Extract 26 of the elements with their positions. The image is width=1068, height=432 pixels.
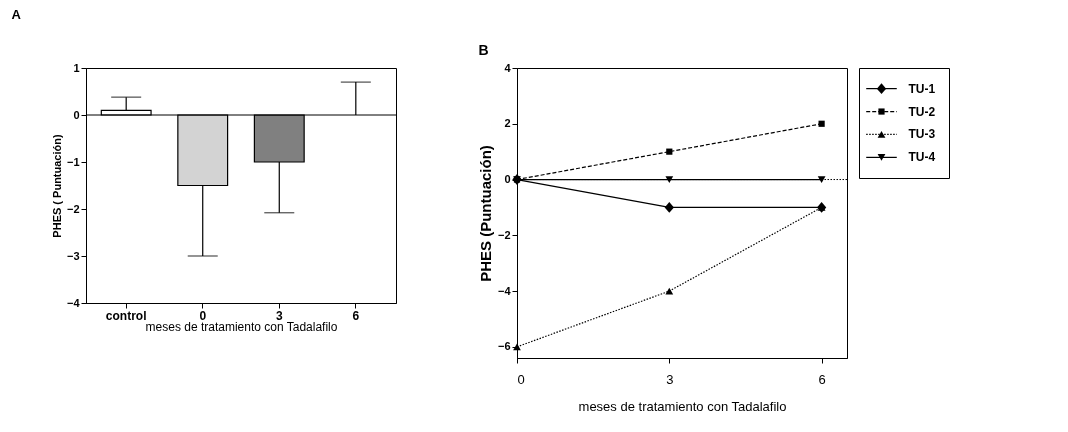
y-tick-label: −1 [66,155,80,168]
y-tick-label: 0 [73,108,80,121]
chart-title: A [11,7,22,22]
y-tick-label: 0 [504,173,511,186]
y-axis-title: PHES ( Puntuación) [50,134,63,238]
legend-label: TU-3 [908,127,936,142]
y-tick-label: −2 [66,202,80,215]
legend-label: TU-2 [908,104,936,119]
y-tick-label: 2 [504,117,511,130]
legend-label: TU-1 [908,81,936,96]
y-tick-label: 1 [73,61,80,74]
y-tick-label: −3 [66,249,80,262]
x-axis-title: meses de tratamiento con Tadalafilo [578,398,787,414]
x-tick-label: control [105,308,147,323]
y-tick-label: −4 [497,284,512,297]
x-tick-label: 0 [517,371,525,387]
y-tick-label: −6 [497,340,511,353]
x-tick-label: 6 [352,308,360,323]
chart-title: B [478,42,489,58]
y-tick-label: −2 [497,228,511,241]
x-tick-label: 6 [818,371,826,387]
x-tick-label: 3 [666,371,674,387]
y-tick-label: 4 [504,61,512,74]
y-tick-label: −4 [66,296,81,309]
legend-label: TU-4 [908,150,936,165]
y-axis-title: PHES (Puntuación) [476,145,494,282]
